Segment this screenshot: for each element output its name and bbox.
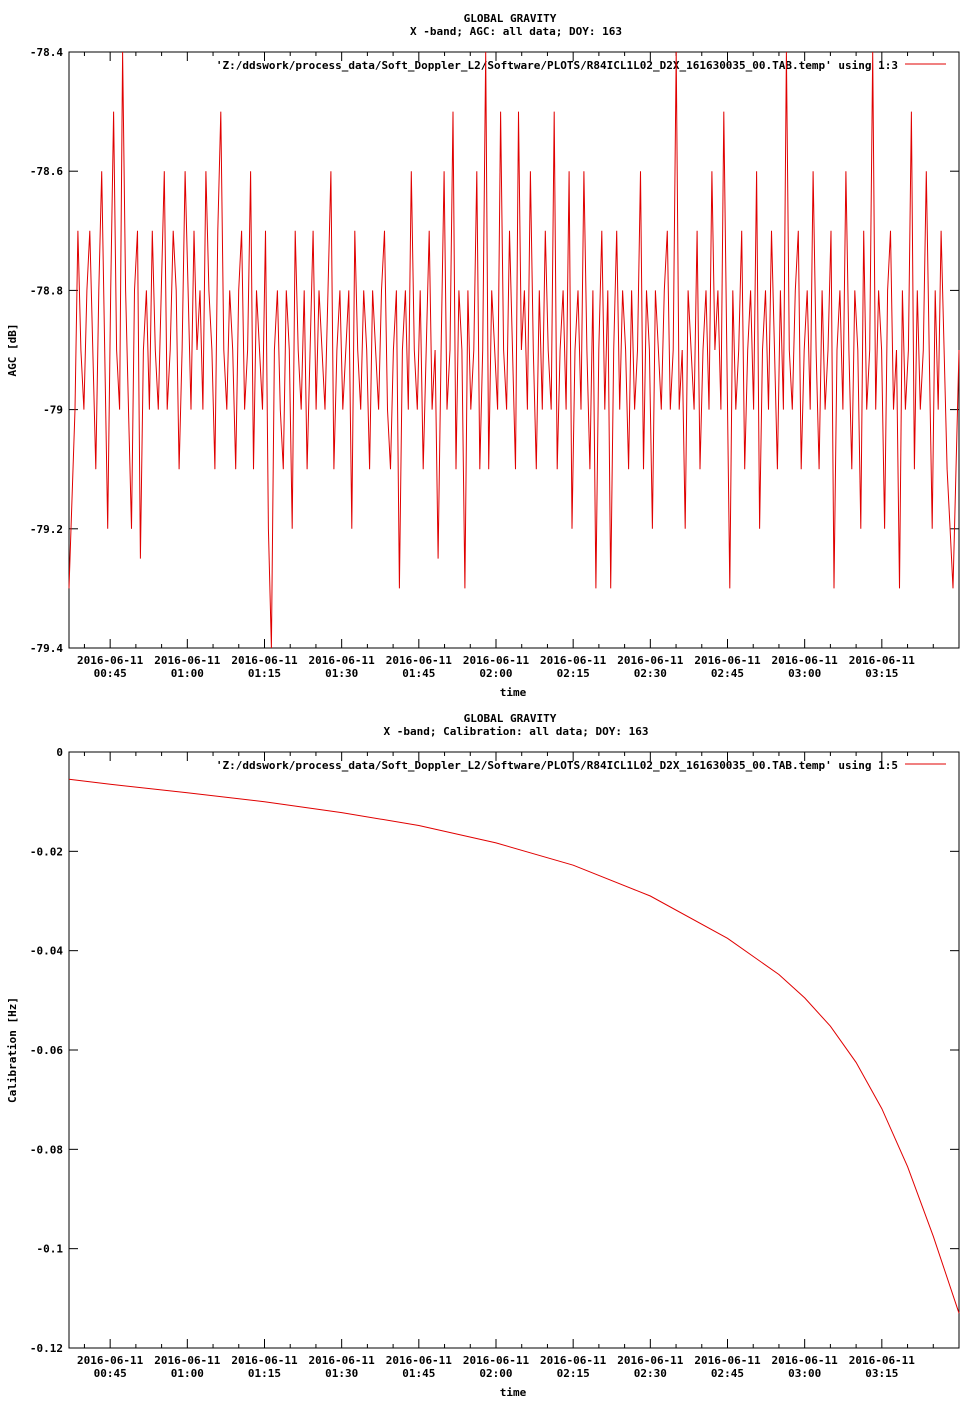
calibration-y-tick-label: -0.08 [30, 1143, 63, 1156]
calibration-y-tick-label: -0.04 [30, 945, 63, 958]
agc-chart-subtitle: X -band; AGC: all data; DOY: 163 [410, 25, 622, 38]
agc-y-axis-label: AGC [dB] [6, 324, 19, 377]
agc-y-tick-label: -79 [43, 404, 63, 417]
agc-x-tick-time: 02:00 [479, 667, 512, 680]
agc-x-tick-date: 2016-06-11 [540, 654, 607, 667]
calibration-legend-label: 'Z:/ddswork/process_data/Soft_Doppler_L2… [216, 759, 898, 772]
calibration-x-tick-date: 2016-06-11 [540, 1354, 607, 1367]
agc-x-tick-time: 02:45 [711, 667, 744, 680]
calibration-x-tick-time: 01:45 [402, 1367, 435, 1380]
agc-x-tick-date: 2016-06-11 [772, 654, 839, 667]
calibration-x-tick-time: 00:45 [94, 1367, 127, 1380]
calibration-y-ticks: 0 -0.02 -0.04 -0.06 -0.08 -0.1 -0.12 [30, 746, 959, 1355]
calibration-x-ticks: 2016-06-1100:452016-06-1101:002016-06-11… [77, 752, 934, 1380]
calibration-x-tick-time: 02:00 [479, 1367, 512, 1380]
agc-x-tick-time: 01:15 [248, 667, 281, 680]
agc-series-line [68, 51, 960, 649]
agc-x-tick-time: 03:00 [788, 667, 821, 680]
calibration-chart: GLOBAL GRAVITY X -band; Calibration: all… [6, 712, 960, 1399]
agc-x-tick-date: 2016-06-11 [463, 654, 530, 667]
calibration-x-tick-time: 01:15 [248, 1367, 281, 1380]
calibration-x-tick-date: 2016-06-11 [694, 1354, 761, 1367]
calibration-x-tick-time: 03:15 [865, 1367, 898, 1380]
agc-plot-frame [68, 51, 960, 649]
agc-x-tick-date: 2016-06-11 [694, 654, 761, 667]
agc-x-tick-time: 02:30 [634, 667, 667, 680]
agc-x-ticks: 2016-06-1100:452016-06-1101:002016-06-11… [77, 52, 934, 680]
agc-x-tick-time: 01:00 [171, 667, 204, 680]
agc-x-tick-date: 2016-06-11 [154, 654, 221, 667]
agc-x-tick-time: 03:15 [865, 667, 898, 680]
calibration-x-tick-time: 03:00 [788, 1367, 821, 1380]
agc-x-tick-date: 2016-06-11 [231, 654, 298, 667]
agc-x-tick-time: 00:45 [94, 667, 127, 680]
agc-y-tick-label: -78.6 [30, 165, 63, 178]
calibration-y-tick-label: -0.1 [37, 1243, 64, 1256]
calibration-x-tick-date: 2016-06-11 [772, 1354, 839, 1367]
calibration-plot-frame [68, 751, 960, 1349]
agc-legend-label: 'Z:/ddswork/process_data/Soft_Doppler_L2… [216, 59, 898, 72]
calibration-x-tick-time: 02:15 [557, 1367, 590, 1380]
calibration-y-tick-label: -0.06 [30, 1044, 63, 1057]
agc-chart: GLOBAL GRAVITY X -band; AGC: all data; D… [6, 12, 960, 699]
calibration-x-tick-date: 2016-06-11 [617, 1354, 684, 1367]
calibration-x-tick-date: 2016-06-11 [463, 1354, 530, 1367]
calibration-y-tick-label: 0 [56, 746, 63, 759]
calibration-x-tick-date: 2016-06-11 [849, 1354, 916, 1367]
agc-x-tick-date: 2016-06-11 [617, 654, 684, 667]
calibration-x-tick-date: 2016-06-11 [309, 1354, 376, 1367]
calibration-x-axis-label: time [500, 1386, 527, 1399]
agc-chart-title: GLOBAL GRAVITY [464, 12, 557, 25]
calibration-y-tick-label: -0.02 [30, 845, 63, 858]
calibration-x-tick-date: 2016-06-11 [231, 1354, 298, 1367]
agc-x-tick-date: 2016-06-11 [77, 654, 144, 667]
agc-x-tick-date: 2016-06-11 [386, 654, 453, 667]
calibration-x-tick-time: 01:00 [171, 1367, 204, 1380]
agc-y-ticks: -78.4 -78.6 -78.8 -79 -79.2 -79.4 [30, 46, 959, 655]
agc-y-tick-label: -78.4 [30, 46, 63, 59]
agc-x-tick-time: 02:15 [557, 667, 590, 680]
calibration-x-tick-date: 2016-06-11 [154, 1354, 221, 1367]
calibration-y-tick-label: -0.12 [30, 1342, 63, 1355]
calibration-x-tick-time: 02:30 [634, 1367, 667, 1380]
calibration-y-axis-label: Calibration [Hz] [6, 997, 19, 1103]
agc-y-tick-label: -79.2 [30, 523, 63, 536]
calibration-x-tick-time: 01:30 [325, 1367, 358, 1380]
agc-y-tick-label: -78.8 [30, 284, 63, 297]
calibration-x-tick-date: 2016-06-11 [386, 1354, 453, 1367]
calibration-chart-subtitle: X -band; Calibration: all data; DOY: 163 [384, 725, 649, 738]
calibration-chart-title: GLOBAL GRAVITY [464, 712, 557, 725]
agc-x-tick-time: 01:30 [325, 667, 358, 680]
calibration-x-tick-time: 02:45 [711, 1367, 744, 1380]
calibration-x-tick-date: 2016-06-11 [77, 1354, 144, 1367]
calibration-series-line [68, 778, 960, 1314]
agc-x-tick-date: 2016-06-11 [849, 654, 916, 667]
agc-x-tick-time: 01:45 [402, 667, 435, 680]
agc-x-tick-date: 2016-06-11 [309, 654, 376, 667]
agc-x-axis-label: time [500, 686, 527, 699]
agc-y-tick-label: -79.4 [30, 642, 63, 655]
